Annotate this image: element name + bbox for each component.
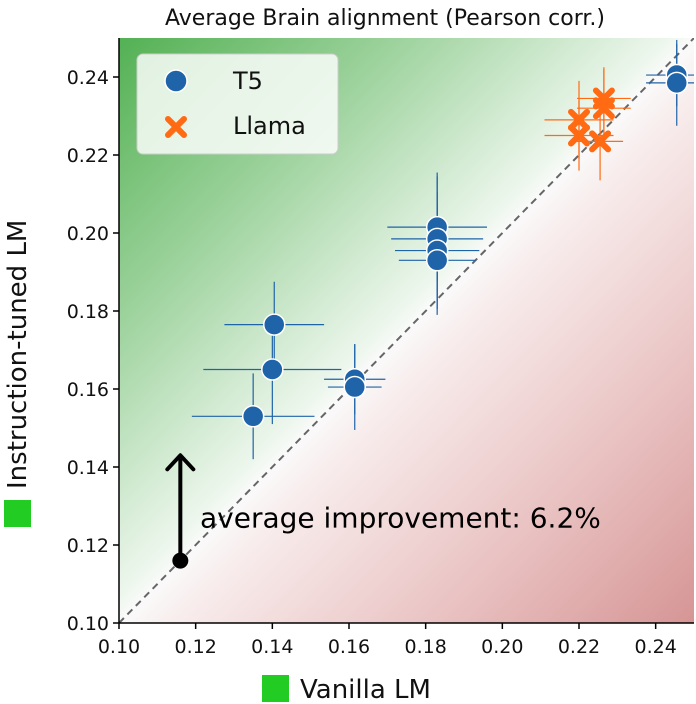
- chart-title: Average Brain alignment (Pearson corr.): [165, 6, 605, 31]
- data-point: [241, 405, 265, 428]
- y-tick-label: 0.20: [67, 223, 109, 245]
- y-axis-ticks: 0.10 0.12 0.14 0.16 0.18 0.20 0.22 0.24: [67, 67, 119, 635]
- data-point: [261, 358, 284, 381]
- x-tick-label: 0.20: [481, 636, 523, 658]
- data-point: [263, 313, 286, 336]
- y-tick-label: 0.16: [67, 379, 109, 401]
- series-t5: [191, 39, 694, 460]
- data-point: [425, 249, 449, 272]
- series-layer: [191, 39, 694, 460]
- y-tick-label: 0.22: [67, 145, 109, 167]
- x-tick-label: 0.14: [251, 636, 293, 658]
- data-point: [589, 130, 612, 153]
- annotation-layer: average improvement: 6.2%: [165, 453, 601, 569]
- legend: T5 Llama: [136, 53, 339, 155]
- data-point: [665, 71, 688, 95]
- x-axis-label: Vanilla LM: [300, 675, 431, 704]
- x-label-marker: [262, 675, 289, 702]
- legend-marker-t5: [164, 69, 188, 93]
- x-tick-label: 0.10: [98, 636, 140, 658]
- annotation-text: average improvement: 6.2%: [200, 501, 601, 534]
- y-tick-label: 0.24: [67, 67, 109, 89]
- reference-line: [119, 38, 694, 623]
- annotation-origin-dot: [172, 552, 189, 569]
- diagonal-line: [119, 38, 694, 623]
- data-point: [568, 124, 590, 147]
- y-tick-label: 0.10: [67, 613, 109, 635]
- x-stroke: [592, 97, 615, 120]
- y-tick-label: 0.14: [67, 457, 109, 479]
- series-llama: [544, 67, 631, 181]
- x-stroke: [568, 108, 590, 131]
- y-tick-label: 0.18: [67, 301, 109, 323]
- y-axis-label: Instruction-tuned LM: [3, 220, 33, 489]
- data-point: [592, 97, 615, 120]
- y-tick-label: 0.12: [67, 535, 109, 557]
- x-axis-ticks: 0.10 0.12 0.14 0.16 0.18 0.20 0.22 0.24: [98, 623, 677, 658]
- x-tick-label: 0.12: [175, 636, 217, 658]
- legend-x-marker: [165, 116, 187, 138]
- annotation-arrow-head: [165, 453, 196, 472]
- x-tick-label: 0.18: [405, 636, 447, 658]
- legend-marker-llama: [165, 116, 187, 138]
- legend-label-t5: T5: [232, 67, 263, 95]
- y-label-marker: [4, 500, 31, 527]
- x-stroke: [165, 116, 187, 138]
- data-point: [343, 375, 366, 399]
- x-tick-label: 0.22: [558, 636, 600, 658]
- data-point: [568, 108, 590, 131]
- legend-label-llama: Llama: [233, 112, 306, 140]
- x-tick-label: 0.16: [328, 636, 370, 658]
- x-tick-label: 0.24: [635, 636, 677, 658]
- x-stroke: [589, 130, 612, 153]
- x-stroke: [568, 124, 590, 147]
